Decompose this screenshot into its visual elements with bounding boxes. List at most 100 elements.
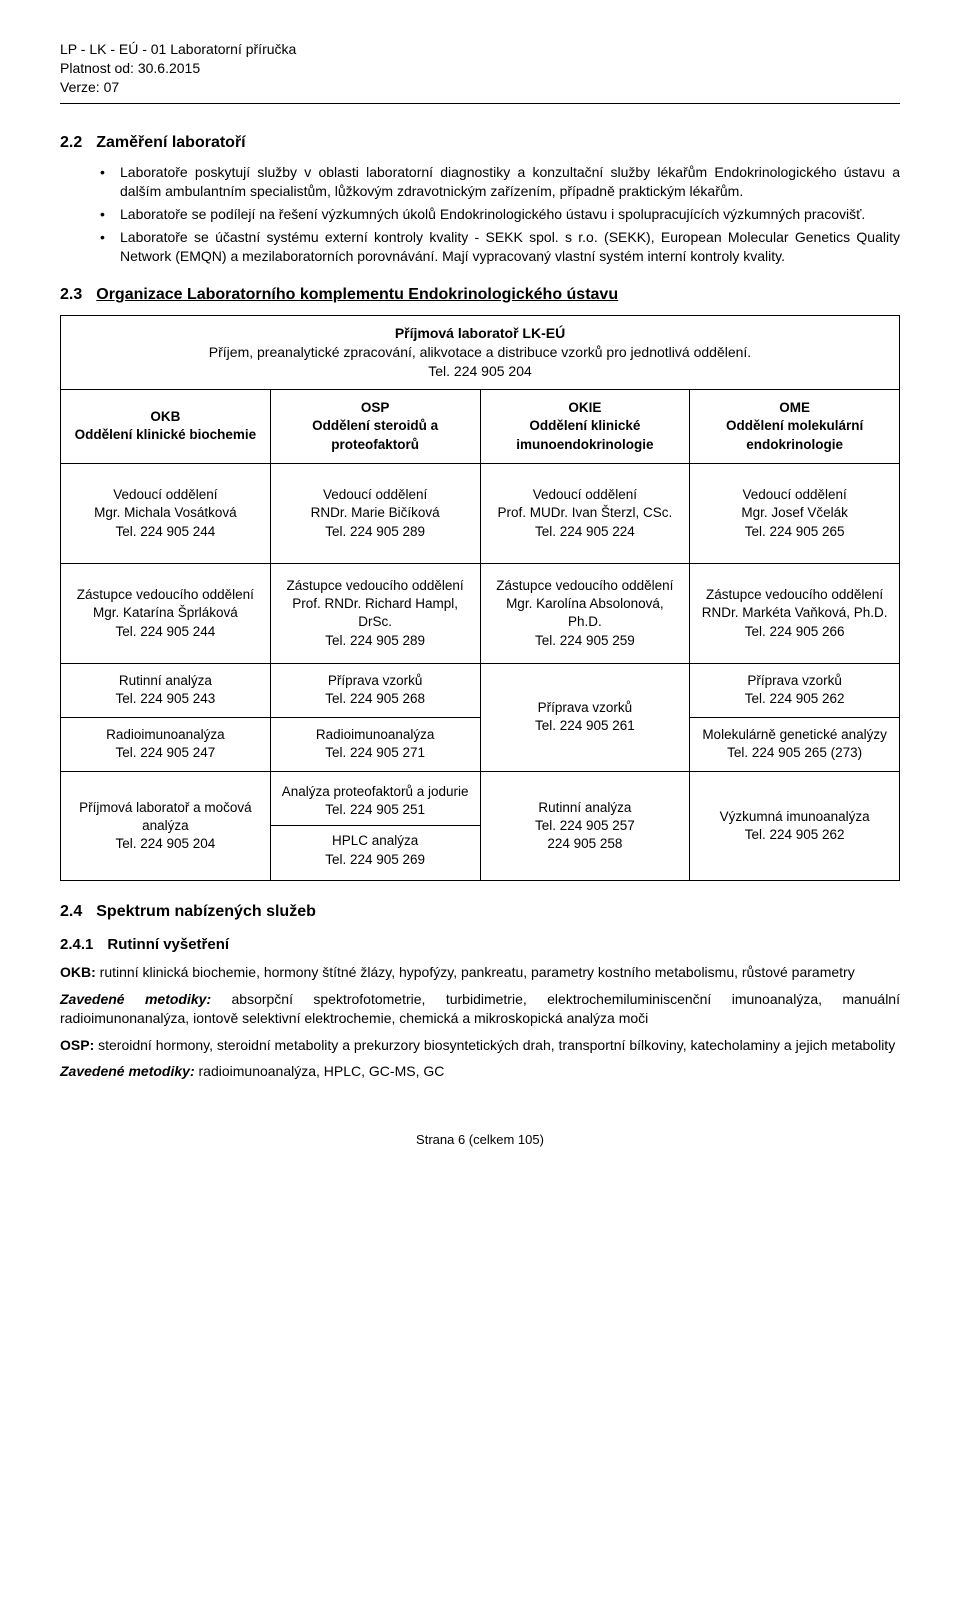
ome-code: OME — [698, 399, 891, 417]
ome-r2-tel: Tel. 224 905 265 (273) — [698, 744, 891, 762]
okie-deputy: Zástupce vedoucího oddělení Mgr. Karolín… — [481, 564, 690, 664]
okb-dep-tel: Tel. 224 905 244 — [69, 623, 262, 641]
osp-name: Oddělení steroidů a proteofaktorů — [279, 417, 472, 453]
ome-dep-label: Zástupce vedoucího oddělení — [698, 586, 891, 604]
okie-r1-tel: Tel. 224 905 261 — [489, 717, 682, 735]
section-2-4-1-num: 2.4.1 — [60, 935, 93, 955]
osp-code: OSP — [279, 399, 472, 417]
okb-name: Oddělení klinické biochemie — [69, 426, 262, 444]
col-ome: OME Oddělení molekulární endokrinologie … — [690, 390, 899, 880]
osp-header: OSP Oddělení steroidů a proteofaktorů — [271, 390, 480, 464]
osp-head-tel: Tel. 224 905 289 — [279, 523, 472, 541]
ome-r3: Výzkumná imunoanalýza Tel. 224 905 262 — [690, 772, 899, 880]
col-okie: OKIE Oddělení klinické imunoendokrinolog… — [481, 390, 691, 880]
okb-dep-name: Mgr. Katarína Šprláková — [69, 604, 262, 622]
okie-head: Vedoucí oddělení Prof. MUDr. Ivan Šterzl… — [481, 464, 690, 564]
section-2-4-heading: 2.4 Spektrum nabízených služeb — [60, 901, 900, 923]
org-top-line: Příjem, preanalytické zpracování, alikvo… — [73, 343, 887, 362]
bullet-item: Laboratoře poskytují služby v oblasti la… — [120, 163, 900, 201]
okie-head-tel: Tel. 224 905 224 — [489, 523, 682, 541]
osp-r3: Analýza proteofaktorů a jodurie Tel. 224… — [271, 772, 480, 880]
okie-r2-tel2: 224 905 258 — [489, 835, 682, 853]
section-2-4-num: 2.4 — [60, 901, 82, 923]
okie-r2-tel1: Tel. 224 905 257 — [489, 817, 682, 835]
osp-r2: Radioimunoanalýza Tel. 224 905 271 — [271, 718, 480, 772]
org-columns: OKB Oddělení klinické biochemie Vedoucí … — [61, 390, 899, 880]
ome-r3-label: Výzkumná imunoanalýza — [698, 808, 891, 826]
ome-r1-label: Příprava vzorků — [698, 672, 891, 690]
doc-header: LP - LK - EÚ - 01 Laboratorní příručka P… — [60, 40, 900, 97]
okb-header: OKB Oddělení klinické biochemie — [61, 390, 270, 464]
ome-r3-tel: Tel. 224 905 262 — [698, 826, 891, 844]
ome-head-label: Vedoucí oddělení — [698, 486, 891, 504]
bullet-item: Laboratoře se podílejí na řešení výzkumn… — [120, 205, 900, 224]
header-separator — [60, 103, 900, 104]
section-2-3-title: Organizace Laboratorního komplementu End… — [96, 284, 618, 306]
okie-dep-name: Mgr. Karolína Absolonová, Ph.D. — [489, 595, 682, 631]
page-footer: Strana 6 (celkem 105) — [60, 1131, 900, 1149]
okie-head-name: Prof. MUDr. Ivan Šterzl, CSc. — [489, 504, 682, 522]
org-top-title: Příjmová laboratoř LK-EÚ — [73, 324, 887, 343]
section-2-4-1-heading: 2.4.1 Rutinní vyšetření — [60, 935, 900, 955]
p-osp-label: OSP: — [60, 1037, 94, 1053]
ome-dep-tel: Tel. 224 905 266 — [698, 623, 891, 641]
ome-head-tel: Tel. 224 905 265 — [698, 523, 891, 541]
header-line-1: LP - LK - EÚ - 01 Laboratorní příručka — [60, 40, 900, 59]
osp-r1-tel: Tel. 224 905 268 — [279, 690, 472, 708]
okb-r3-tel: Tel. 224 905 204 — [69, 835, 262, 853]
osp-dep-name: Prof. RNDr. Richard Hampl, DrSc. — [279, 595, 472, 631]
okb-r3-label: Příjmová laboratoř a močová analýza — [69, 799, 262, 835]
okb-dep-label: Zástupce vedoucího oddělení — [69, 586, 262, 604]
org-top-tel: Tel. 224 905 204 — [73, 362, 887, 381]
osp-r3a: Analýza proteofaktorů a jodurie Tel. 224… — [271, 777, 480, 826]
bullet-item: Laboratoře se účastní systému externí ko… — [120, 228, 900, 266]
okie-r2: Rutinní analýza Tel. 224 905 257 224 905… — [481, 772, 690, 880]
p-osp: OSP: steroidní hormony, steroidní metabo… — [60, 1036, 900, 1055]
okie-name: Oddělení klinické imunoendokrinologie — [489, 417, 682, 453]
osp-r3b-label: HPLC analýza — [279, 832, 472, 850]
ome-r1-tel: Tel. 224 905 262 — [698, 690, 891, 708]
p-okb: OKB: rutinní klinická biochemie, hormony… — [60, 963, 900, 982]
okie-dep-tel: Tel. 224 905 259 — [489, 632, 682, 650]
osp-head-name: RNDr. Marie Bičíková — [279, 504, 472, 522]
okie-r2-label: Rutinní analýza — [489, 799, 682, 817]
osp-head: Vedoucí oddělení RNDr. Marie Bičíková Te… — [271, 464, 480, 564]
okb-r1: Rutinní analýza Tel. 224 905 243 — [61, 664, 270, 718]
osp-r3b: HPLC analýza Tel. 224 905 269 — [271, 826, 480, 874]
okie-head-label: Vedoucí oddělení — [489, 486, 682, 504]
okie-header: OKIE Oddělení klinické imunoendokrinolog… — [481, 390, 690, 464]
section-2-3-heading: 2.3 Organizace Laboratorního komplementu… — [60, 284, 900, 306]
okie-r1: Příprava vzorků Tel. 224 905 261 — [481, 664, 690, 772]
org-top-cell: Příjmová laboratoř LK-EÚ Příjem, preanal… — [61, 316, 899, 390]
ome-name: Oddělení molekulární endokrinologie — [698, 417, 891, 453]
p-okb-methods-label: Zavedené metodiky: — [60, 991, 211, 1007]
section-2-2-heading: 2.2 Zaměření laboratoří — [60, 132, 900, 154]
header-line-2: Platnost od: 30.6.2015 — [60, 59, 900, 78]
okb-r1-tel: Tel. 224 905 243 — [69, 690, 262, 708]
section-2-2-bullets: Laboratoře poskytují služby v oblasti la… — [60, 163, 900, 265]
osp-r3b-tel: Tel. 224 905 269 — [279, 851, 472, 869]
ome-deputy: Zástupce vedoucího oddělení RNDr. Markét… — [690, 564, 899, 664]
section-2-4-title: Spektrum nabízených služeb — [96, 901, 316, 923]
okb-deputy: Zástupce vedoucího oddělení Mgr. Katarín… — [61, 564, 270, 664]
okb-head-name: Mgr. Michala Vosátková — [69, 504, 262, 522]
header-line-3: Verze: 07 — [60, 78, 900, 97]
osp-dep-tel: Tel. 224 905 289 — [279, 632, 472, 650]
osp-r3a-tel: Tel. 224 905 251 — [279, 801, 472, 819]
p-okb-label: OKB: — [60, 964, 96, 980]
ome-dep-name: RNDr. Markéta Vaňková, Ph.D. — [698, 604, 891, 622]
osp-r2-label: Radioimunoanalýza — [279, 726, 472, 744]
okb-r2-label: Radioimunoanalýza — [69, 726, 262, 744]
section-2-4-1-title: Rutinní vyšetření — [107, 935, 229, 955]
ome-r1: Příprava vzorků Tel. 224 905 262 — [690, 664, 899, 718]
osp-r2-tel: Tel. 224 905 271 — [279, 744, 472, 762]
ome-head: Vedoucí oddělení Mgr. Josef Včelák Tel. … — [690, 464, 899, 564]
osp-dep-label: Zástupce vedoucího oddělení — [279, 577, 472, 595]
p-osp-methods-label: Zavedené metodiky: — [60, 1063, 195, 1079]
ome-r2-label: Molekulárně genetické analýzy — [698, 726, 891, 744]
osp-deputy: Zástupce vedoucího oddělení Prof. RNDr. … — [271, 564, 480, 664]
p-osp-text: steroidní hormony, steroidní metabolity … — [94, 1037, 895, 1053]
ome-header: OME Oddělení molekulární endokrinologie — [690, 390, 899, 464]
osp-head-label: Vedoucí oddělení — [279, 486, 472, 504]
section-2-3-num: 2.3 — [60, 284, 82, 306]
